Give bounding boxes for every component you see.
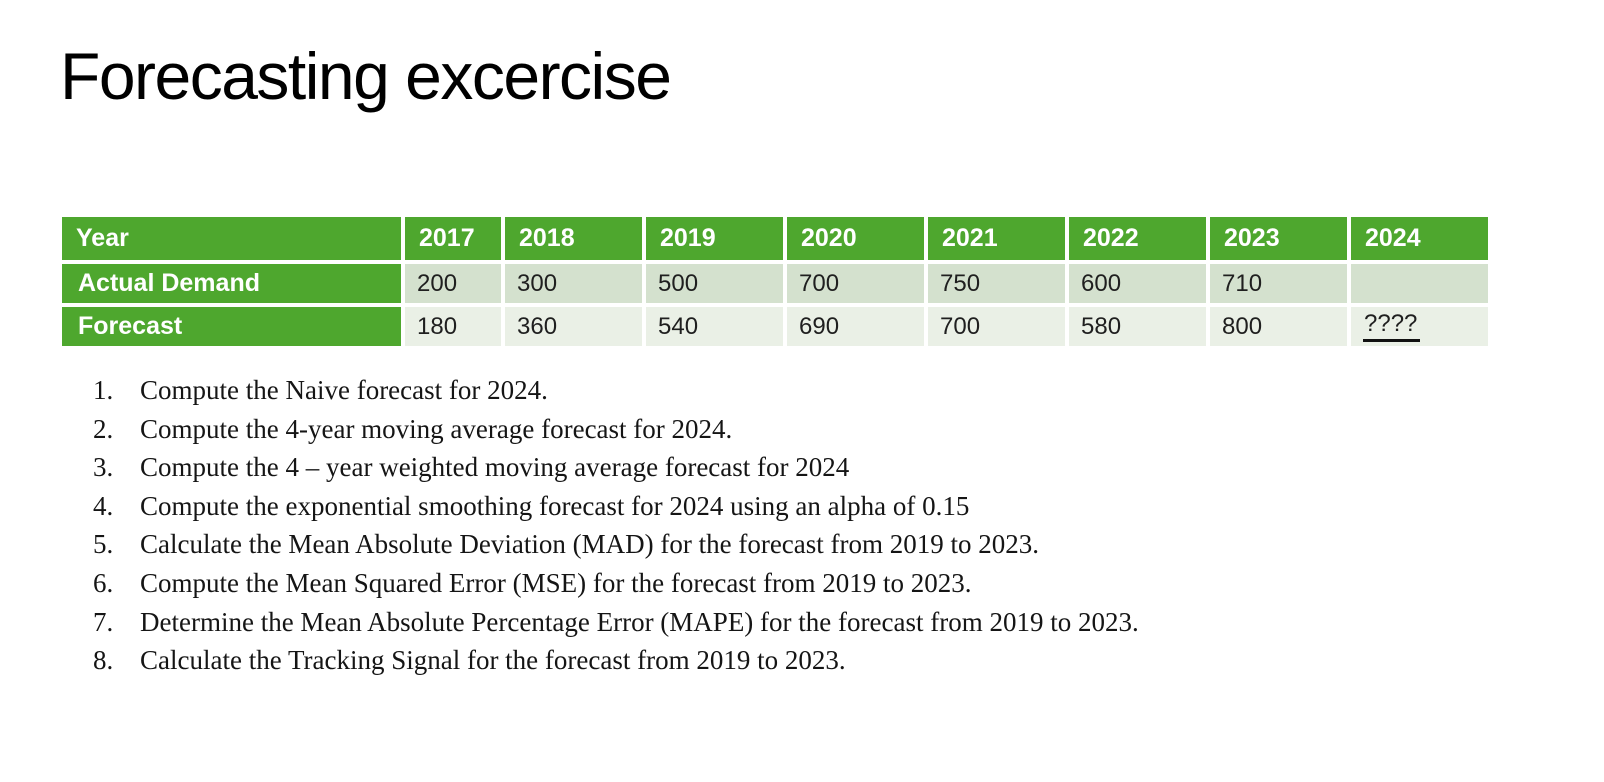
list-item-text: Compute the 4 – year weighted moving ave…: [140, 452, 850, 483]
header-year-2020: 2020: [787, 217, 924, 260]
list-item: 1. Compute the Naive forecast for 2024.: [93, 371, 1513, 410]
cell-actual-2024-empty: [1351, 264, 1488, 303]
list-item: 3. Compute the 4 – year weighted moving …: [93, 448, 1513, 487]
header-year-2018: 2018: [505, 217, 642, 260]
header-year-2017: 2017: [405, 217, 501, 260]
list-item-number: 5.: [93, 529, 114, 560]
cell-actual-2021: 750: [928, 264, 1065, 303]
list-item-number: 7.: [93, 606, 114, 637]
list-item: 7. Determine the Mean Absolute Percentag…: [93, 603, 1513, 642]
header-year-2023: 2023: [1210, 217, 1347, 260]
cell-actual-2017: 200: [405, 264, 501, 303]
list-item-text: Compute the Mean Squared Error (MSE) for…: [140, 567, 972, 598]
list-item: 2. Compute the 4-year moving average for…: [93, 410, 1513, 449]
list-item: 5. Calculate the Mean Absolute Deviation…: [93, 525, 1513, 564]
cell-forecast-2018: 360: [505, 307, 642, 346]
list-item-number: 4.: [93, 490, 114, 521]
list-item-text: Calculate the Mean Absolute Deviation (M…: [140, 529, 1040, 560]
list-item-number: 6.: [93, 567, 114, 598]
cell-forecast-2021: 700: [928, 307, 1065, 346]
list-item-text: Compute the exponential smoothing foreca…: [140, 490, 970, 521]
list-item: 6. Compute the Mean Squared Error (MSE) …: [93, 564, 1513, 603]
row-label-actual-demand: Actual Demand: [62, 264, 401, 303]
cell-forecast-2024-unknown: ????: [1351, 307, 1488, 346]
cell-actual-2019: 500: [646, 264, 783, 303]
cell-forecast-2020: 690: [787, 307, 924, 346]
cell-actual-2023: 710: [1210, 264, 1347, 303]
cell-forecast-2022: 580: [1069, 307, 1206, 346]
list-item-text: Compute the 4-year moving average foreca…: [140, 413, 733, 444]
list-item-number: 8.: [93, 645, 114, 676]
cell-actual-2018: 300: [505, 264, 642, 303]
page-title: Forecasting excercise: [60, 39, 672, 113]
row-label-forecast: Forecast: [62, 307, 401, 346]
list-item-number: 2.: [93, 413, 114, 444]
list-item-text: Determine the Mean Absolute Percentage E…: [140, 606, 1139, 637]
unknown-forecast-placeholder: ????: [1363, 310, 1421, 342]
list-item: 4. Compute the exponential smoothing for…: [93, 487, 1513, 526]
header-year-label: Year: [62, 217, 401, 260]
list-item-number: 3.: [93, 452, 114, 483]
cell-forecast-2017: 180: [405, 307, 501, 346]
header-year-2024: 2024: [1351, 217, 1488, 260]
header-year-2021: 2021: [928, 217, 1065, 260]
list-item-text: Calculate the Tracking Signal for the fo…: [140, 645, 846, 676]
header-year-2019: 2019: [646, 217, 783, 260]
header-year-2022: 2022: [1069, 217, 1206, 260]
list-item: 8. Calculate the Tracking Signal for the…: [93, 641, 1513, 680]
cell-actual-2020: 700: [787, 264, 924, 303]
cell-forecast-2019: 540: [646, 307, 783, 346]
cell-forecast-2023: 800: [1210, 307, 1347, 346]
forecast-table: Year 2017 2018 2019 2020 2021 2022 2023 …: [62, 217, 1488, 346]
list-item-text: Compute the Naive forecast for 2024.: [140, 375, 548, 405]
exercise-list: 1. Compute the Naive forecast for 2024. …: [93, 371, 1513, 680]
cell-actual-2022: 600: [1069, 264, 1206, 303]
list-item-number: 1.: [93, 375, 114, 405]
